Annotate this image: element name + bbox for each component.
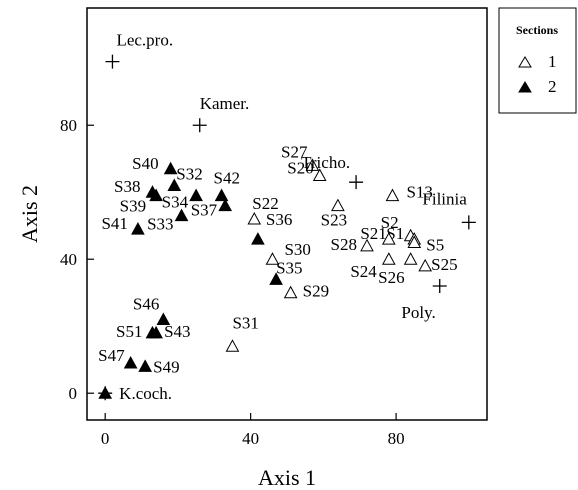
plus-marker-icon xyxy=(98,386,113,401)
point-s33 xyxy=(174,208,189,222)
axis-ticks: 0 40 80 0 40 80 xyxy=(60,116,405,448)
point-label: S37 xyxy=(191,201,218,220)
point-label: S28 xyxy=(331,235,357,254)
species-label: Kamer. xyxy=(200,94,250,113)
point-label: S39 xyxy=(120,197,146,216)
point-label: S27 xyxy=(281,142,308,161)
point-label: S29 xyxy=(303,282,329,301)
point-label: S31 xyxy=(232,313,258,332)
legend-open-triangle-icon xyxy=(518,56,532,68)
point-s42 xyxy=(214,188,229,202)
point-s35 xyxy=(269,272,283,285)
point-label: S46 xyxy=(133,295,159,314)
point-label: S32 xyxy=(176,165,202,184)
point-s24 xyxy=(381,252,396,265)
species-label: Tricho. xyxy=(301,153,350,172)
y-axis-title: Axis 2 xyxy=(17,185,42,243)
point-s28 xyxy=(360,238,374,252)
legend-box xyxy=(498,7,577,114)
legend-label-2: 2 xyxy=(548,77,557,96)
point-label: S41 xyxy=(101,214,127,233)
point-label: S13 xyxy=(406,183,432,202)
plus-marker-icon xyxy=(432,279,447,294)
point-label: S22 xyxy=(252,194,278,213)
point-s26 xyxy=(403,252,418,265)
y-tick-label: 0 xyxy=(69,384,78,403)
point-s5 xyxy=(407,235,422,248)
plus-marker-icon xyxy=(349,175,364,190)
point-s34 xyxy=(189,188,203,202)
species-markers: Lec.pro. Kamer. Tricho. Filinia Poly. K.coch. xyxy=(98,31,476,403)
point-s29 xyxy=(283,285,298,299)
point-label: S21 xyxy=(360,224,386,243)
point-label: S36 xyxy=(266,210,292,229)
point-label: S49 xyxy=(153,357,179,376)
point-label: S43 xyxy=(164,322,190,341)
point-label: S25 xyxy=(431,255,457,274)
legend-label-1: 1 xyxy=(548,52,557,71)
point-label: S42 xyxy=(214,169,240,188)
point-label: S2 xyxy=(381,213,399,232)
point-s39 xyxy=(149,188,163,202)
point-label: S34 xyxy=(162,193,189,212)
point-label: S5 xyxy=(426,235,444,254)
species-label: Filinia xyxy=(422,189,467,208)
x-axis-title: Axis 1 xyxy=(258,465,316,490)
point-s36 xyxy=(251,232,265,245)
point-label: S51 xyxy=(116,322,142,341)
point-s32 xyxy=(167,178,182,192)
point-label: S24 xyxy=(350,262,377,281)
plus-marker-icon xyxy=(461,215,476,230)
point-s27 xyxy=(305,158,320,171)
point-label: S23 xyxy=(321,211,347,230)
point-label: S30 xyxy=(284,240,310,259)
point-label: S35 xyxy=(276,258,302,277)
point-s46 xyxy=(156,312,171,326)
point-s21 xyxy=(381,232,396,245)
y-tick-label: 40 xyxy=(60,250,77,269)
species-label: Poly. xyxy=(401,303,435,322)
legend: Sections 1 2 xyxy=(498,7,577,114)
point-label: S26 xyxy=(378,268,404,287)
legend-title: Sections xyxy=(516,23,558,37)
plus-marker-icon xyxy=(192,118,207,133)
point-s25 xyxy=(418,258,433,272)
point-s22 xyxy=(247,211,262,225)
plot-frame xyxy=(86,7,488,421)
x-tick-label: 0 xyxy=(101,429,110,448)
point-s41 xyxy=(131,222,145,235)
point-label: S33 xyxy=(147,215,173,234)
point-s43 xyxy=(149,325,163,339)
legend-filled-triangle-icon xyxy=(518,81,532,93)
point-s31 xyxy=(225,339,240,352)
point-label: S20 xyxy=(287,158,313,177)
point-s49 xyxy=(138,359,153,372)
point-s30 xyxy=(265,252,280,265)
point-s13 xyxy=(385,188,400,202)
point-label: S47 xyxy=(98,346,125,365)
point-s40 xyxy=(163,161,178,175)
point-s47 xyxy=(123,356,138,369)
point-s37 xyxy=(218,198,233,212)
species-label: K.coch. xyxy=(119,384,172,403)
x-tick-label: 40 xyxy=(242,429,259,448)
point-label: S38 xyxy=(114,177,140,196)
point-s20 xyxy=(312,168,327,181)
plus-marker-icon xyxy=(105,54,120,69)
species-label: Lec.pro. xyxy=(116,31,173,50)
point-s23 xyxy=(331,198,345,212)
x-tick-label: 80 xyxy=(388,429,405,448)
y-tick-label: 80 xyxy=(60,116,77,135)
point-label: S40 xyxy=(132,154,158,173)
